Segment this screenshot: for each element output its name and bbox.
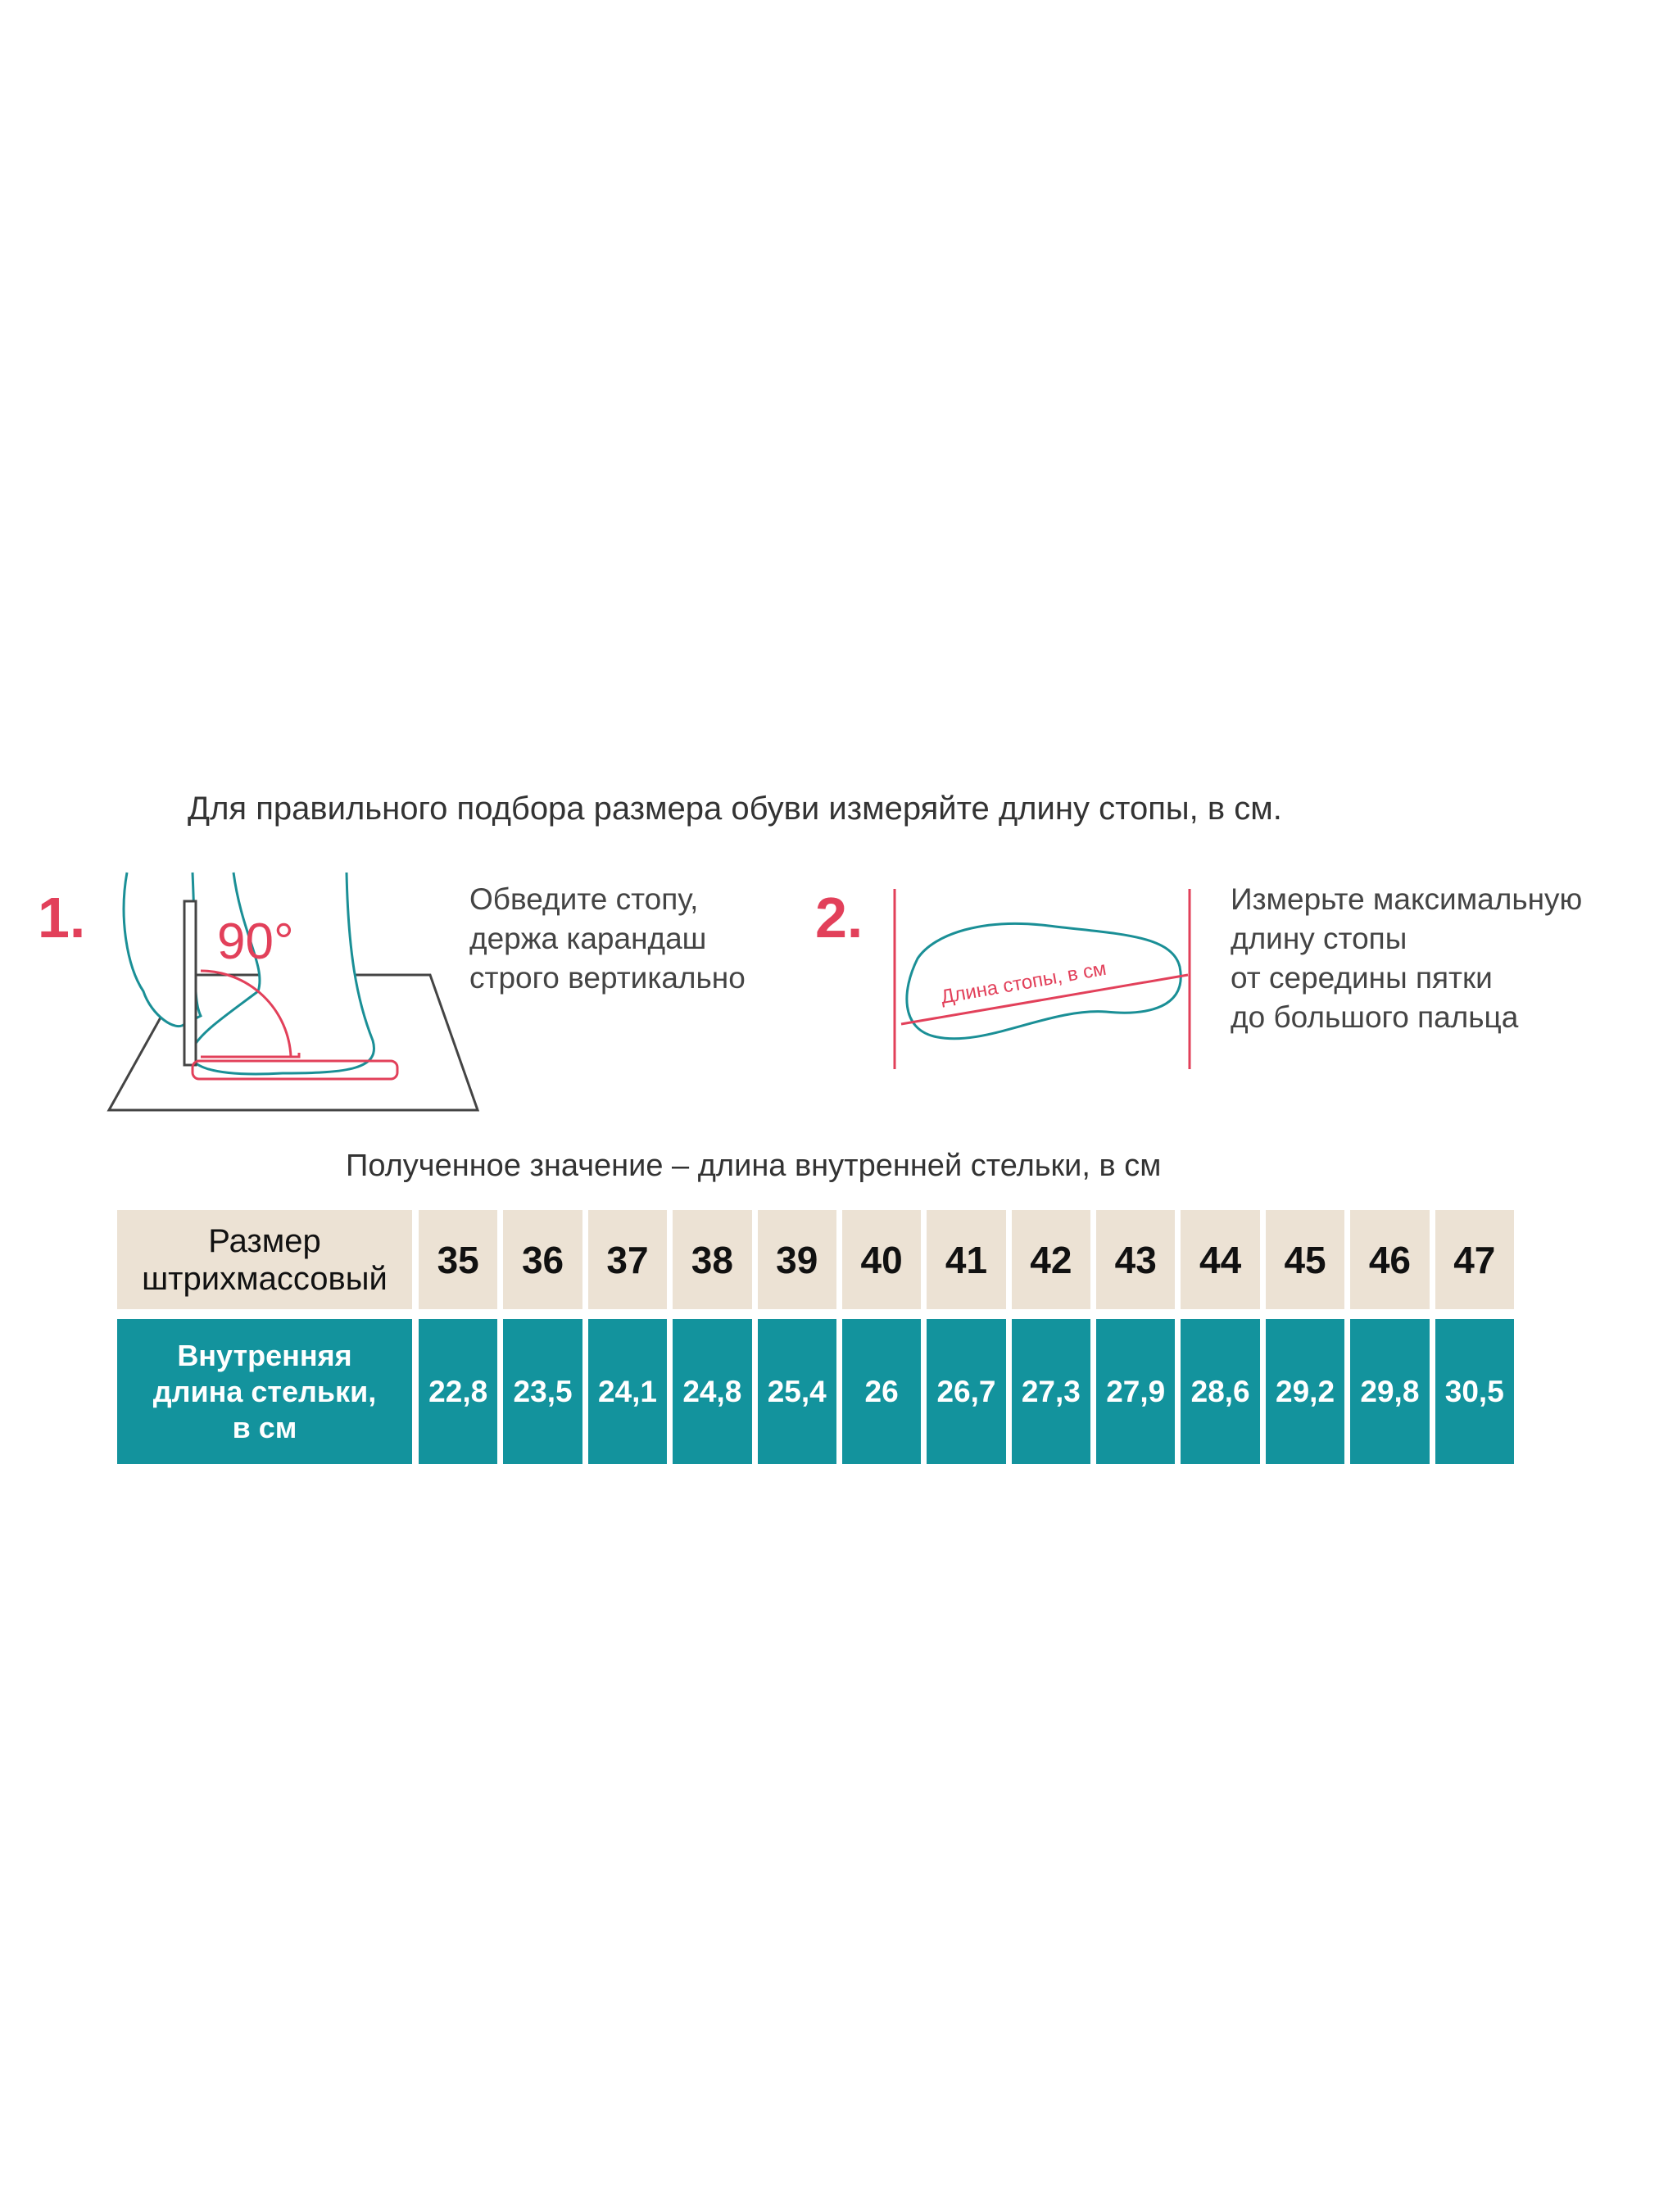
table-subtitle: Полученное значение – длина внутренней с… xyxy=(346,1149,1162,1183)
size-row-label: Размер штрихмассовый xyxy=(117,1210,412,1309)
page-title: Для правильного подбора размера обуви из… xyxy=(188,791,1282,827)
length-cell: 22,8 xyxy=(419,1319,498,1464)
foot-length-illustration: Длина стопы, в см xyxy=(893,889,1191,1069)
length-cell: 24,8 xyxy=(673,1319,752,1464)
foot-tracing-illustration: 90° xyxy=(107,872,480,1112)
size-cell: 45 xyxy=(1265,1210,1345,1309)
length-cell: 30,5 xyxy=(1435,1319,1514,1464)
angle-label: 90° xyxy=(217,913,294,970)
length-cell: 24,1 xyxy=(587,1319,668,1464)
size-cell: 44 xyxy=(1181,1210,1260,1309)
size-cell: 38 xyxy=(673,1210,752,1309)
size-cell: 39 xyxy=(757,1210,836,1309)
size-cell: 41 xyxy=(927,1210,1006,1309)
size-cell: 47 xyxy=(1435,1210,1514,1309)
length-cell: 29,2 xyxy=(1265,1319,1345,1464)
size-cell: 37 xyxy=(587,1210,668,1309)
size-cell: 35 xyxy=(419,1210,498,1309)
length-cell: 27,9 xyxy=(1096,1319,1176,1464)
size-cell: 40 xyxy=(841,1210,922,1309)
size-cell: 43 xyxy=(1096,1210,1176,1309)
length-cell: 26 xyxy=(841,1319,922,1464)
size-cell: 36 xyxy=(503,1210,582,1309)
length-cell: 26,7 xyxy=(927,1319,1006,1464)
length-cell: 23,5 xyxy=(503,1319,582,1464)
size-cell: 42 xyxy=(1011,1210,1091,1309)
length-cell: 27,3 xyxy=(1011,1319,1091,1464)
step-1-number: 1. xyxy=(38,886,86,950)
length-cell: 28,6 xyxy=(1181,1319,1260,1464)
length-cell: 29,8 xyxy=(1350,1319,1430,1464)
step-1-text: Обведите стопу, держа карандаш строго ве… xyxy=(469,882,746,995)
length-row-label: Внутренняя длина стельки, в см xyxy=(117,1319,412,1464)
step-2-number: 2. xyxy=(815,886,863,950)
length-cell: 25,4 xyxy=(757,1319,836,1464)
step-2-text: Измерьте максимальную длину стопы от сер… xyxy=(1231,882,1583,1034)
size-cell: 46 xyxy=(1350,1210,1430,1309)
